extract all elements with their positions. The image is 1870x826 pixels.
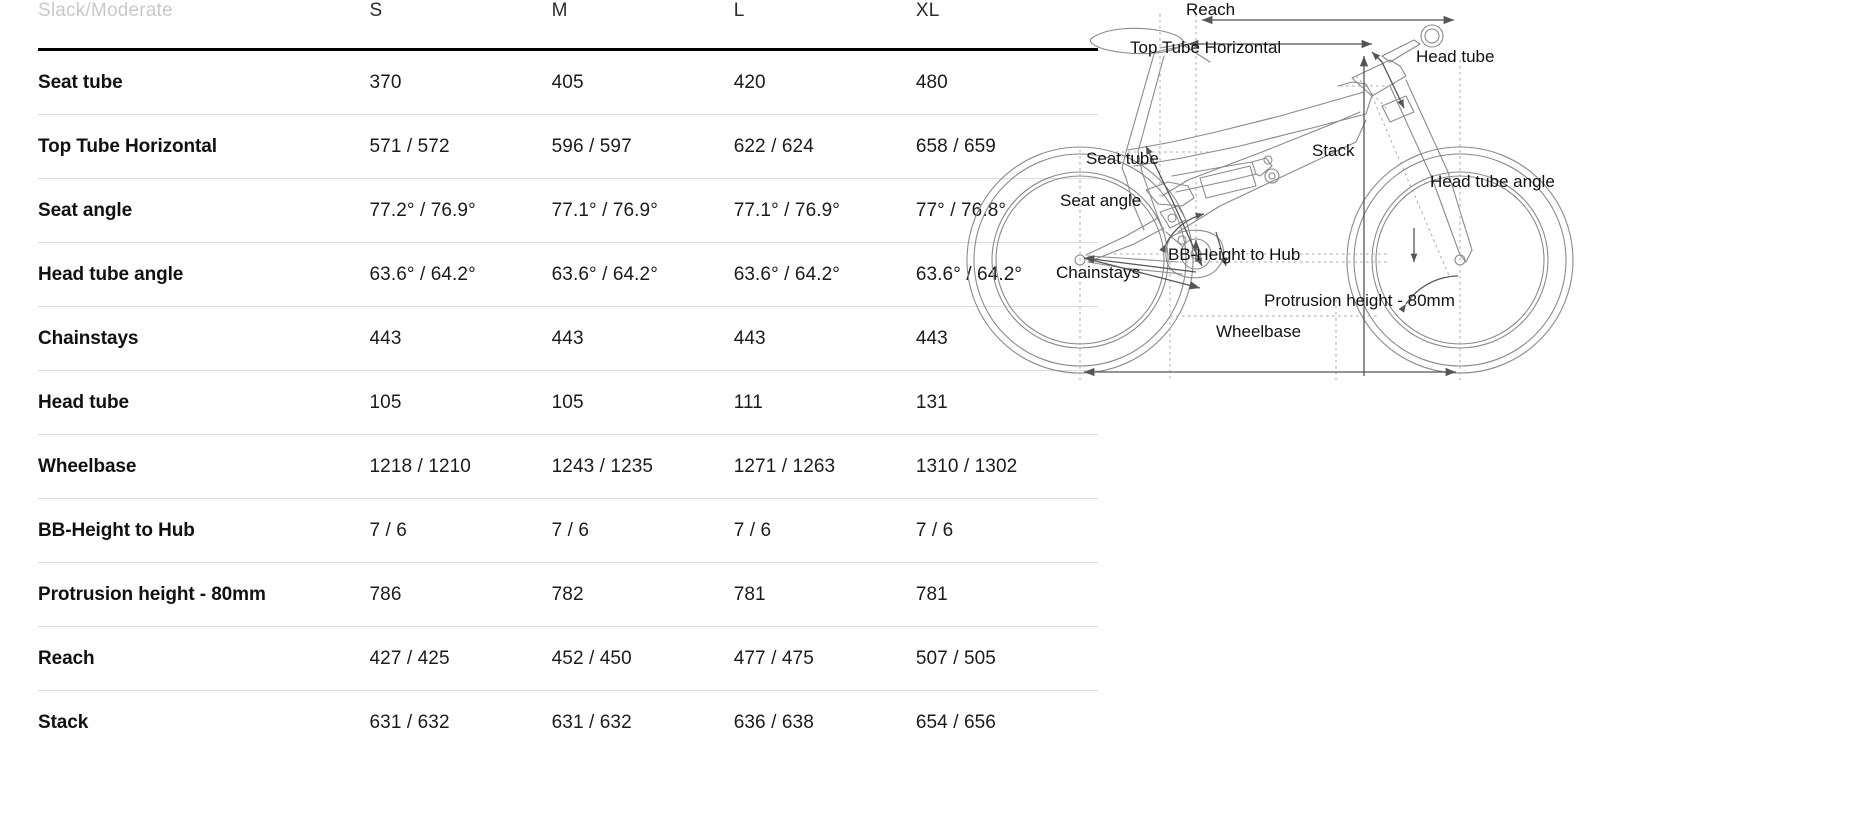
row-label: Seat tube — [38, 72, 123, 93]
chainstays-arrow — [1083, 255, 1197, 273]
row-value-m: 596 / 597 — [551, 136, 632, 157]
row-value-xl: 658 / 659 — [915, 136, 996, 157]
table-header-row: Slack/Moderate S M L XL — [38, 0, 1098, 50]
row-value-l: 443 — [733, 328, 766, 349]
table-row: Wheelbase 1218 / 1210 1243 / 1235 1271 /… — [38, 435, 1098, 499]
label-chainstays: Chainstays — [1056, 263, 1140, 282]
label-seat-angle: Seat angle — [1060, 191, 1141, 210]
row-value-l: 77.1° / 76.9° — [733, 200, 841, 221]
label-wheelbase: Wheelbase — [1216, 322, 1301, 341]
table-row: Seat angle 77.2° / 76.9° 77.1° / 76.9° 7… — [38, 179, 1098, 243]
row-value-xl: 443 — [915, 328, 948, 349]
header-cell-size-s: S — [369, 0, 383, 21]
row-value-xl: 1310 / 1302 — [915, 456, 1018, 477]
row-value-m: 77.1° / 76.9° — [551, 200, 658, 221]
construction-lines — [1079, 14, 1461, 380]
geometry-table: Slack/Moderate S M L XL Seat tube 370 40… — [38, 0, 1098, 754]
row-value-xl: 63.6° / 64.2° — [915, 264, 1023, 285]
row-value-s: 427 / 425 — [369, 648, 450, 669]
row-label: Protrusion height - 80mm — [38, 584, 266, 605]
row-value-m: 452 / 450 — [551, 648, 632, 669]
bicycle-outline-icon — [966, 24, 1574, 374]
row-value-xl: 654 / 656 — [915, 712, 996, 733]
row-value-xl: 781 — [915, 584, 948, 605]
row-value-s: 7 / 6 — [369, 520, 407, 541]
table-row: Protrusion height - 80mm 786 782 781 781 — [38, 563, 1098, 627]
row-value-l: 420 — [733, 72, 766, 93]
table-row: Chainstays 443 443 443 443 — [38, 307, 1098, 371]
label-bb-height-to-hub: BB-Height to Hub — [1168, 245, 1300, 264]
row-label: Head tube — [38, 392, 129, 413]
row-label: Seat angle — [38, 200, 133, 221]
row-value-l: 1271 / 1263 — [733, 456, 836, 477]
table-header: Slack/Moderate S M L XL — [38, 0, 1098, 50]
head-tube-arrow — [1371, 51, 1383, 63]
table-row: Head tube angle 63.6° / 64.2° 63.6° / 64… — [38, 243, 1098, 307]
row-value-m: 63.6° / 64.2° — [551, 264, 658, 285]
row-value-s: 77.2° / 76.9° — [369, 200, 476, 221]
header-cell-size-xl: XL — [915, 0, 940, 21]
diagram-labels: Reach Top Tube Horizontal Head tube Stac… — [1056, 0, 1555, 341]
row-label: Reach — [38, 648, 95, 669]
row-value-s: 1218 / 1210 — [369, 456, 471, 477]
row-label: Top Tube Horizontal — [38, 136, 217, 157]
row-value-l: 622 / 624 — [733, 136, 814, 157]
row-value-l: 7 / 6 — [733, 520, 772, 541]
table-row: Reach 427 / 425 452 / 450 477 / 475 507 … — [38, 627, 1098, 691]
row-value-s: 63.6° / 64.2° — [369, 264, 476, 285]
label-head-tube-angle: Head tube angle — [1430, 172, 1555, 191]
header-cell-variant: Slack/Moderate — [38, 0, 173, 21]
row-value-l: 111 — [733, 392, 763, 413]
geometry-table-container: Slack/Moderate S M L XL Seat tube 370 40… — [38, 0, 1098, 733]
seat-angle-arc — [1159, 212, 1205, 253]
table-row: BB-Height to Hub 7 / 6 7 / 6 7 / 6 7 / 6 — [38, 499, 1098, 563]
row-value-s: 786 — [369, 584, 402, 605]
label-stack: Stack — [1312, 141, 1355, 160]
row-value-l: 477 / 475 — [733, 648, 814, 669]
row-value-s: 443 — [369, 328, 402, 349]
row-value-xl: 7 / 6 — [915, 520, 954, 541]
geometry-diagram: Reach Top Tube Horizontal Head tube Stac… — [920, 0, 1870, 460]
row-label: BB-Height to Hub — [38, 520, 195, 541]
seat-tube-arrow — [1145, 145, 1173, 201]
row-label: Wheelbase — [38, 456, 137, 477]
row-label: Stack — [38, 712, 89, 733]
row-value-m: 631 / 632 — [551, 712, 632, 733]
table-row: Head tube 105 105 111 131 — [38, 371, 1098, 435]
label-protrusion-height: Protrusion height - 80mm — [1264, 291, 1455, 310]
table-row: Stack 631 / 632 631 / 632 636 / 638 654 … — [38, 691, 1098, 755]
row-value-s: 370 — [369, 72, 402, 93]
row-value-xl: 480 — [915, 72, 948, 93]
row-value-l: 636 / 638 — [733, 712, 814, 733]
row-value-l: 63.6° / 64.2° — [733, 264, 841, 285]
row-value-s: 631 / 632 — [369, 712, 450, 733]
dimension-arrows — [1083, 15, 1459, 377]
row-value-s: 571 / 572 — [369, 136, 450, 157]
label-head-tube: Head tube — [1416, 47, 1494, 66]
header-cell-size-l: L — [733, 0, 745, 21]
head-tube-angle-arc — [1398, 275, 1459, 313]
row-value-s: 105 — [369, 392, 402, 413]
label-seat-tube: Seat tube — [1086, 149, 1159, 168]
row-label: Head tube angle — [38, 264, 184, 285]
row-value-m: 7 / 6 — [551, 520, 590, 541]
row-value-m: 443 — [551, 328, 584, 349]
row-value-m: 105 — [551, 392, 584, 413]
table-body: Seat tube 370 405 420 480 Top Tube Horiz… — [38, 50, 1098, 755]
row-value-xl: 131 — [915, 392, 948, 413]
row-value-m: 782 — [551, 584, 584, 605]
row-value-l: 781 — [733, 584, 766, 605]
label-top-tube-horizontal: Top Tube Horizontal — [1130, 38, 1281, 57]
header-cell-size-m: M — [551, 0, 568, 21]
label-reach: Reach — [1186, 0, 1235, 19]
table-row: Top Tube Horizontal 571 / 572 596 / 597 … — [38, 115, 1098, 179]
row-value-m: 405 — [551, 72, 584, 93]
row-label: Chainstays — [38, 328, 139, 349]
row-value-m: 1243 / 1235 — [551, 456, 654, 477]
table-row: Seat tube 370 405 420 480 — [38, 50, 1098, 115]
row-value-xl: 507 / 505 — [915, 648, 996, 669]
